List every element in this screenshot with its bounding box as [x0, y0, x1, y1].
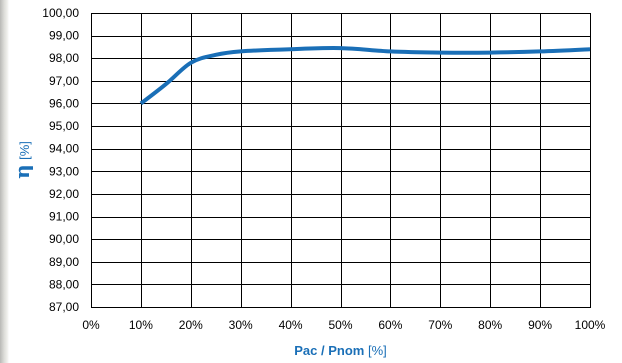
grid-lines [91, 13, 590, 307]
left-edge-strip [0, 0, 9, 363]
x-axis-title-unit: [%] [367, 343, 387, 358]
y-tick-label: 90,00 [49, 232, 79, 246]
x-tick-label: 100% [575, 318, 606, 332]
x-tick-label: 60% [378, 318, 402, 332]
x-tick-label: 0% [82, 318, 100, 332]
x-tick-label: 70% [428, 318, 452, 332]
x-tick-label: 20% [179, 318, 203, 332]
y-tick-label: 92,00 [49, 187, 79, 201]
x-axis-title-name: Pac / Pnom [294, 343, 365, 358]
y-tick-label: 89,00 [49, 255, 79, 269]
x-tick-label: 80% [478, 318, 502, 332]
y-tick-label: 87,00 [49, 300, 79, 314]
y-tick-label: 94,00 [49, 142, 79, 156]
y-tick-label: 99,00 [49, 29, 79, 43]
plot-frame [91, 13, 591, 308]
y-tick-label: 93,00 [49, 164, 79, 178]
y-tick-label: 95,00 [49, 119, 79, 133]
y-tick-label: 100,00 [42, 6, 79, 20]
series-group [139, 46, 591, 106]
x-tick-label: 10% [129, 318, 153, 332]
x-tick-label: 30% [229, 318, 253, 332]
x-axis-tick-labels: 0% 10% 20% 30% 40% 50% 60% 70% 80% 90% 100% [82, 318, 605, 332]
efficiency-series-line [139, 46, 591, 106]
x-tick-label: 90% [528, 318, 552, 332]
x-axis-title: Pac / Pnom [%] [91, 343, 590, 359]
x-tick-label: 40% [279, 318, 303, 332]
x-tick-label: 50% [328, 318, 352, 332]
y-axis-title-unit: [%] [17, 141, 32, 160]
y-axis-title-symbol: η [10, 164, 34, 179]
y-axis-tick-labels: 100,00 99,00 98,00 97,00 96,00 95,00 94,00 93,0… [42, 6, 79, 314]
y-tick-label: 96,00 [49, 96, 79, 110]
y-tick-label: 97,00 [49, 74, 79, 88]
plot-area [91, 13, 590, 307]
y-tick-label: 98,00 [49, 51, 79, 65]
y-tick-label: 91,00 [49, 210, 79, 224]
y-tick-label: 88,00 [49, 277, 79, 291]
